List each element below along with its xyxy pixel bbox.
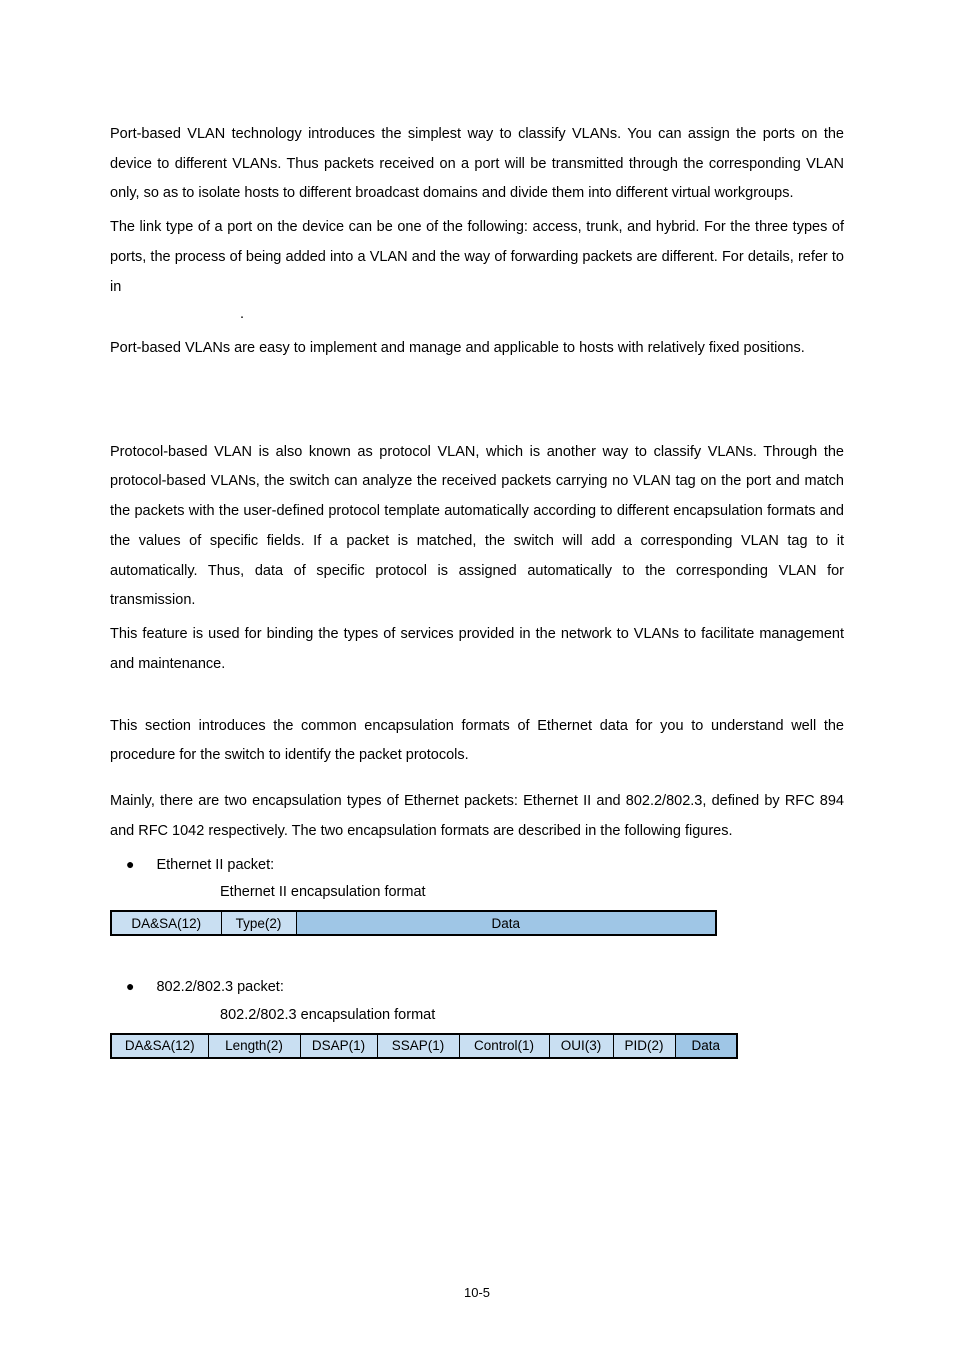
section-spacer-3: [110, 775, 844, 787]
paragraph-port-based-intro: Port-based VLAN technology introduces th…: [110, 120, 844, 209]
dot3-cell-data: Data: [675, 1034, 737, 1058]
para2-part-b: in: [110, 279, 121, 295]
bullet-icon: ●: [126, 974, 134, 999]
dot3-diagram: DA&SA(12) Length(2) DSAP(1) SSAP(1) Cont…: [110, 1033, 738, 1059]
page-container: Port-based VLAN technology introduces th…: [0, 0, 954, 1350]
eth2-cell-type: Type(2): [221, 911, 296, 935]
para2-part-a: The link type of a port on the device ca…: [110, 219, 844, 265]
eth2-cell-dasa: DA&SA(12): [111, 911, 221, 935]
bullet-ethernet2-label: Ethernet II packet:: [156, 852, 274, 878]
section-spacer-1: [110, 368, 844, 438]
paragraph-link-type: The link type of a port on the device ca…: [110, 213, 844, 302]
dot3-cell-oui: OUI(3): [549, 1034, 613, 1058]
bullet-8023-label: 802.2/802.3 packet:: [156, 974, 283, 1000]
spacer-between-figs: [110, 950, 844, 968]
paragraph-encap-intro: This section introduces the common encap…: [110, 712, 844, 771]
dot3-cell-ssap: SSAP(1): [377, 1034, 459, 1058]
paragraph-port-based-summary: Port-based VLANs are easy to implement a…: [110, 334, 844, 364]
figure-caption-8023: 802.2/802.3 encapsulation format: [220, 1007, 844, 1023]
paragraph-protocol-vlan-intro: Protocol-based VLAN is also known as pro…: [110, 438, 844, 616]
dot3-cell-dasa: DA&SA(12): [111, 1034, 208, 1058]
dot3-cell-pid: PID(2): [613, 1034, 675, 1058]
dot3-cell-control: Control(1): [459, 1034, 549, 1058]
para2-trailing: .: [110, 300, 844, 330]
section-spacer-2: [110, 684, 844, 712]
page-number: 10-5: [0, 1285, 954, 1300]
figure-caption-eth2: Ethernet II encapsulation format: [220, 884, 844, 900]
bullet-ethernet2: ● Ethernet II packet:: [126, 852, 844, 878]
dot3-cell-length: Length(2): [208, 1034, 300, 1058]
paragraph-encap-types: Mainly, there are two encapsulation type…: [110, 787, 844, 846]
dot3-cell-dsap: DSAP(1): [300, 1034, 377, 1058]
bullet-icon: ●: [126, 852, 134, 877]
ethernet2-diagram: DA&SA(12) Type(2) Data: [110, 910, 717, 936]
eth2-cell-data: Data: [296, 911, 716, 935]
bullet-8023: ● 802.2/802.3 packet:: [126, 974, 844, 1000]
paragraph-protocol-vlan-feature: This feature is used for binding the typ…: [110, 620, 844, 679]
para2-part-c: .: [240, 306, 244, 322]
